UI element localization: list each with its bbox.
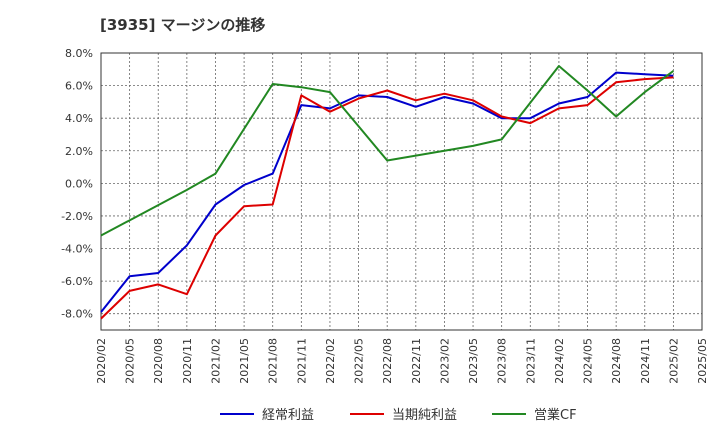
x-tick-label: 2020/05 [124,338,137,384]
x-tick-label: 2021/08 [267,338,280,384]
y-tick-label: -6.0% [61,275,93,288]
x-tick-label: 2025/05 [696,338,709,384]
x-tick-label: 2020/11 [181,338,194,384]
plot-area [101,53,702,330]
x-tick-label: 2025/02 [667,338,680,384]
x-tick-label: 2023/02 [438,338,451,384]
legend-label-1: 経常利益 [262,408,314,423]
legend-label-3: 営業CF [534,407,577,423]
x-tick-label: 2022/08 [381,338,394,384]
chart-title: [3935] マージンの推移 [100,16,266,34]
x-tick-label: 2024/05 [582,338,595,384]
x-tick-label: 2024/02 [553,338,566,384]
y-tick-label: 4.0% [65,112,93,125]
y-tick-label: 6.0% [65,80,93,93]
y-tick-label: -8.0% [61,308,93,321]
plot-frame [100,52,703,331]
y-tick-label: -4.0% [61,243,93,256]
x-tick-label: 2022/05 [353,338,366,384]
x-tick-label: 2020/02 [95,338,108,384]
y-tick-label: 8.0% [65,47,93,60]
y-tick-label: 0.0% [65,177,93,190]
x-tick-label: 2023/11 [524,338,537,384]
y-tick-label: -2.0% [61,210,93,223]
x-tick-label: 2021/02 [209,338,222,384]
x-tick-label: 2020/08 [152,338,165,384]
series-line-1 [100,71,674,313]
legend-label-2: 当期純利益 [392,408,457,423]
x-tick-label: 2021/11 [295,338,308,384]
x-tick-label: 2022/11 [410,338,423,384]
x-tick-label: 2024/11 [639,338,652,384]
series-line-3 [100,65,674,237]
x-tick-label: 2023/08 [496,338,509,384]
x-tick-label: 2022/02 [324,338,337,384]
x-tick-label: 2023/05 [467,338,480,384]
series-line-2 [100,76,674,320]
y-tick-label: 2.0% [65,145,93,158]
x-tick-label: 2021/05 [238,338,251,384]
x-tick-label: 2024/08 [610,338,623,384]
